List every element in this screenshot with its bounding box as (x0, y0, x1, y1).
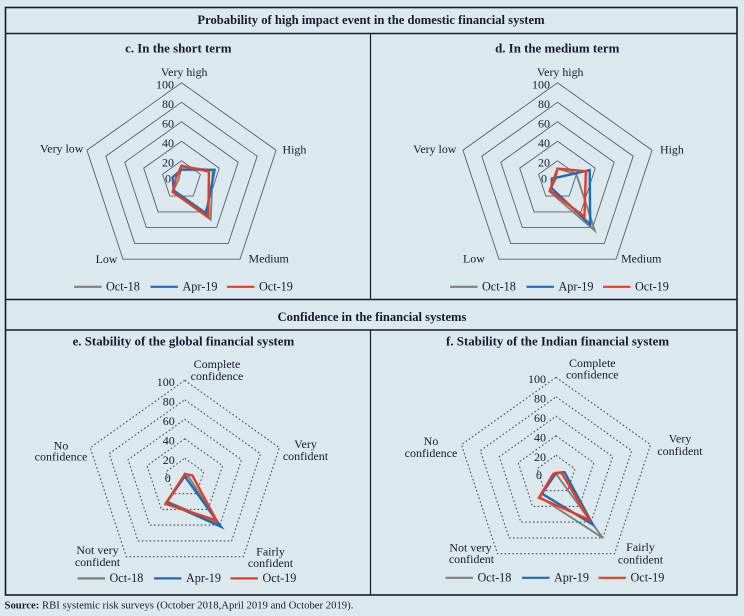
svg-text:40: 40 (538, 136, 550, 150)
svg-text:60: 60 (538, 116, 550, 130)
svg-text:d. In the medium term: d. In the medium term (495, 41, 620, 55)
svg-text:20: 20 (538, 155, 550, 169)
svg-text:60: 60 (163, 414, 175, 428)
svg-text:100: 100 (532, 77, 550, 91)
svg-text:0: 0 (165, 171, 171, 185)
svg-text:Oct-18: Oct-18 (110, 571, 144, 585)
svg-text:Apr-19: Apr-19 (554, 571, 589, 585)
svg-text:Probability of high impact eve: Probability of high impact event in the … (197, 13, 545, 27)
svg-text:Oct-18: Oct-18 (482, 280, 516, 294)
svg-text:Oct-19: Oct-19 (631, 571, 665, 585)
svg-text:Oct-18: Oct-18 (478, 571, 512, 585)
svg-text:40: 40 (534, 430, 546, 444)
svg-text:80: 80 (534, 391, 546, 405)
svg-text:High: High (660, 143, 684, 157)
svg-text:Source: RBI systemic risk surv: Source: RBI systemic risk surveys (Octob… (5, 600, 354, 612)
svg-text:Complete: Complete (194, 357, 241, 371)
svg-text:100: 100 (156, 77, 174, 91)
svg-text:80: 80 (163, 394, 175, 408)
svg-text:Very: Very (669, 432, 692, 446)
svg-text:Low: Low (96, 252, 118, 266)
svg-text:f. Stability of the Indian fin: f. Stability of the Indian financial sys… (446, 335, 669, 349)
svg-text:confident: confident (618, 553, 664, 567)
svg-text:e. Stability of the global fin: e. Stability of the global financial sys… (73, 335, 295, 349)
svg-text:confidence: confidence (191, 369, 244, 383)
svg-text:No: No (54, 439, 69, 453)
svg-text:confidence: confidence (35, 450, 88, 464)
svg-text:0: 0 (536, 468, 542, 482)
svg-text:Fairly: Fairly (626, 540, 655, 554)
svg-text:Oct-19: Oct-19 (263, 571, 297, 585)
svg-text:confident: confident (283, 449, 329, 463)
svg-text:c. In the short term: c. In the short term (125, 41, 232, 55)
svg-text:Very high: Very high (161, 65, 208, 79)
svg-text:0: 0 (165, 471, 171, 485)
svg-text:100: 100 (157, 375, 175, 389)
svg-text:Confidence in the financial sy: Confidence in the financial systems (278, 310, 467, 324)
svg-text:Oct-18: Oct-18 (106, 280, 140, 294)
svg-text:Medium: Medium (621, 252, 662, 266)
svg-text:40: 40 (162, 136, 174, 150)
svg-text:20: 20 (162, 155, 174, 169)
svg-text:20: 20 (163, 453, 175, 467)
svg-text:Very: Very (294, 437, 317, 451)
svg-text:confident: confident (449, 552, 495, 566)
svg-text:confidence: confidence (566, 368, 619, 382)
svg-text:20: 20 (534, 450, 546, 464)
svg-text:Fairly: Fairly (256, 545, 285, 559)
svg-text:confident: confident (657, 444, 703, 458)
svg-text:80: 80 (538, 97, 550, 111)
svg-text:Apr-19: Apr-19 (559, 280, 594, 294)
svg-text:confident: confident (75, 555, 121, 569)
svg-text:Very low: Very low (413, 142, 457, 156)
svg-text:Apr-19: Apr-19 (183, 280, 218, 294)
svg-text:Medium: Medium (249, 252, 290, 266)
svg-text:No: No (424, 434, 439, 448)
svg-text:Oct-19: Oct-19 (635, 280, 669, 294)
svg-text:100: 100 (528, 372, 546, 386)
svg-text:60: 60 (534, 411, 546, 425)
svg-text:Very low: Very low (40, 142, 84, 156)
svg-text:Low: Low (463, 252, 485, 266)
svg-text:confident: confident (248, 556, 294, 570)
svg-text:0: 0 (541, 171, 547, 185)
svg-text:High: High (283, 143, 307, 157)
svg-text:40: 40 (163, 433, 175, 447)
svg-text:Not very: Not very (76, 543, 118, 557)
svg-text:Apr-19: Apr-19 (186, 571, 221, 585)
svg-text:80: 80 (162, 97, 174, 111)
svg-text:Not very: Not very (449, 541, 491, 555)
svg-text:Complete: Complete (569, 356, 616, 370)
svg-text:60: 60 (162, 116, 174, 130)
svg-text:Very high: Very high (537, 65, 584, 79)
svg-text:Oct-19: Oct-19 (259, 280, 293, 294)
svg-text:confidence: confidence (405, 446, 458, 460)
